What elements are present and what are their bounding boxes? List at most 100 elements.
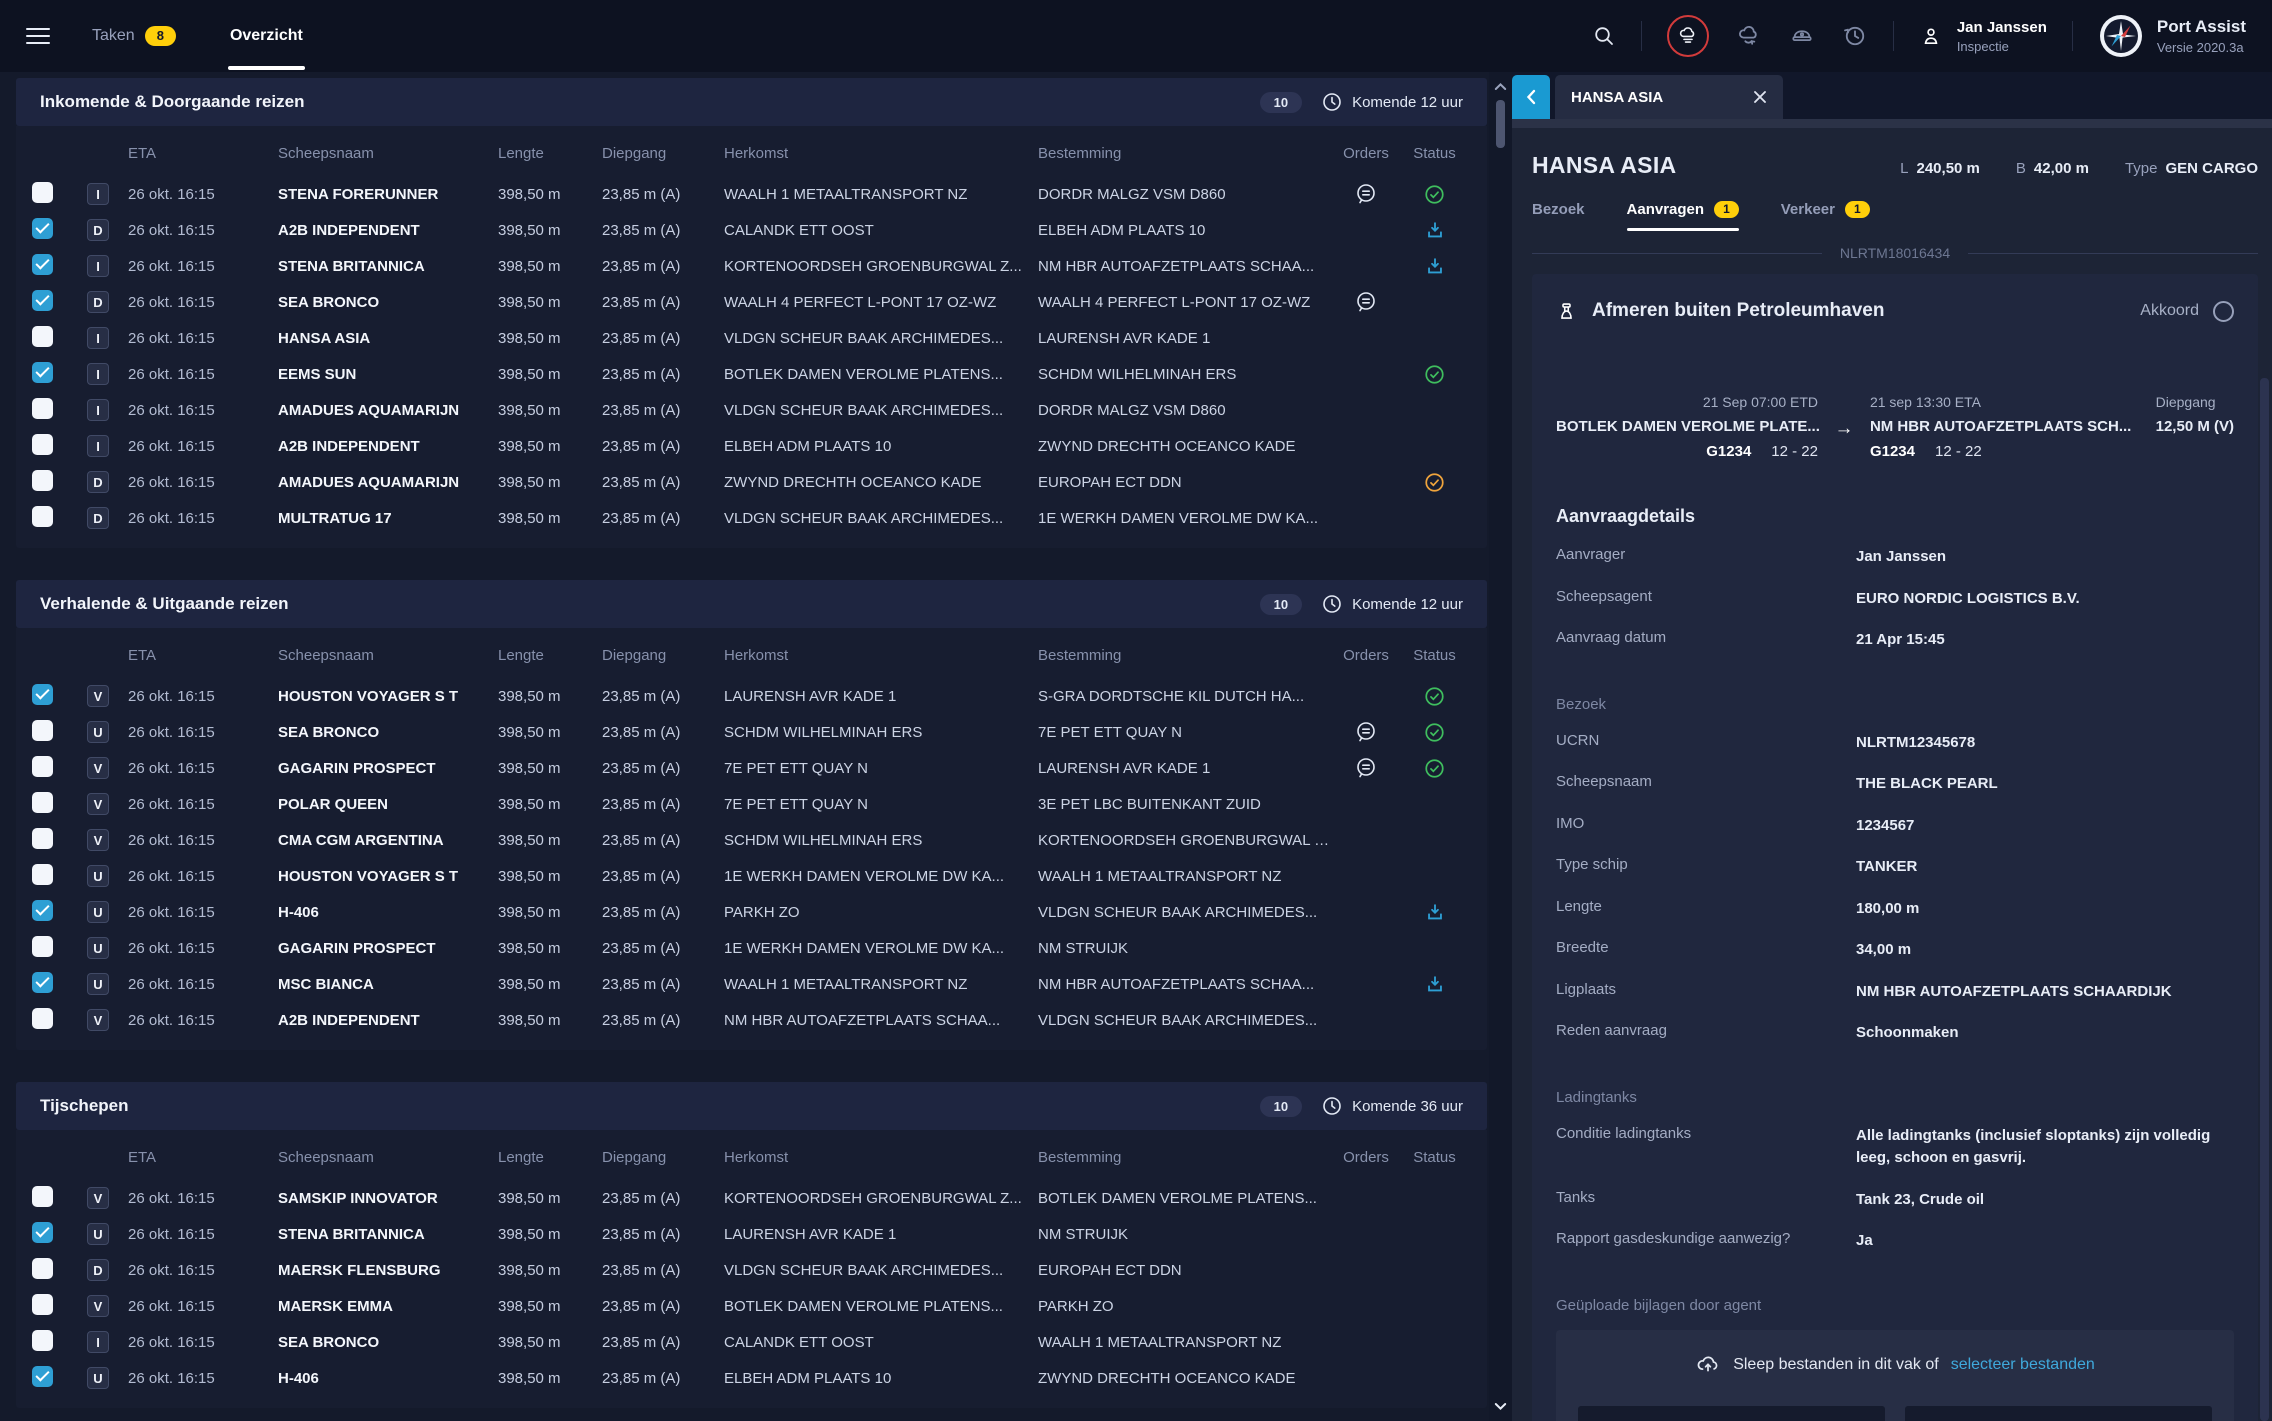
row-checkbox[interactable] bbox=[32, 217, 53, 239]
row-checkbox[interactable] bbox=[32, 827, 53, 849]
status-download-icon[interactable] bbox=[1424, 973, 1446, 995]
row-checkbox[interactable] bbox=[32, 863, 53, 885]
row-checkbox[interactable] bbox=[32, 289, 53, 311]
table-row[interactable]: V 26 okt. 16:15 POLAR QUEEN 398,50 m 23,85 m… bbox=[16, 786, 1487, 822]
select-files-link[interactable]: selecteer bestanden bbox=[1950, 1355, 2095, 1373]
row-checkbox[interactable] bbox=[32, 397, 53, 419]
arrow-right-icon: → bbox=[1834, 418, 1854, 439]
tab-taken[interactable]: Taken 8 bbox=[92, 0, 176, 72]
row-checkbox[interactable] bbox=[32, 1257, 53, 1279]
table-row[interactable]: I 26 okt. 16:15 SEA BRONCO 398,50 m 23,85 m … bbox=[16, 1324, 1487, 1360]
vertical-scrollbar[interactable] bbox=[1489, 72, 1512, 1421]
row-checkbox[interactable] bbox=[32, 1185, 53, 1207]
panel-tab-bezoek[interactable]: Bezoek bbox=[1532, 201, 1585, 231]
row-checkbox[interactable] bbox=[32, 899, 53, 921]
table-row[interactable]: V 26 okt. 16:15 HOUSTON VOYAGER S T 398,50 … bbox=[16, 678, 1487, 714]
collapse-panel-button[interactable] bbox=[1512, 75, 1550, 119]
row-checkbox[interactable] bbox=[32, 1329, 53, 1351]
file-chip[interactable]: Stuwplan_Hansa-Asia_15092020.pdf bbox=[1578, 1405, 1885, 1421]
row-checkbox[interactable] bbox=[32, 1293, 53, 1315]
status-cell bbox=[1398, 363, 1471, 386]
table-row[interactable]: D 26 okt. 16:15 A2B INDEPENDENT 398,50 m 23,… bbox=[16, 212, 1487, 248]
table-row[interactable]: I 26 okt. 16:15 A2B INDEPENDENT 398,50 m 23,… bbox=[16, 428, 1487, 464]
table-row[interactable]: D 26 okt. 16:15 MAERSK FLENSBURG 398,50 m 23… bbox=[16, 1252, 1487, 1288]
row-checkbox[interactable] bbox=[32, 1221, 53, 1243]
origin-cell: LAURENSH AVR KADE 1 bbox=[724, 687, 897, 705]
orders-chat-icon[interactable] bbox=[1354, 720, 1378, 744]
direction-badge: V bbox=[87, 1295, 109, 1317]
status-download-icon[interactable] bbox=[1424, 255, 1446, 277]
scroll-down-icon[interactable] bbox=[1489, 1402, 1512, 1411]
status-download-icon[interactable] bbox=[1424, 219, 1446, 241]
row-checkbox[interactable] bbox=[32, 791, 53, 813]
row-checkbox[interactable] bbox=[32, 1365, 53, 1387]
row-checkbox[interactable] bbox=[32, 935, 53, 957]
table-row[interactable]: V 26 okt. 16:15 MAERSK EMMA 398,50 m 23,85 m… bbox=[16, 1288, 1487, 1324]
row-checkbox[interactable] bbox=[32, 181, 53, 203]
search-icon[interactable] bbox=[1592, 24, 1616, 48]
row-checkbox[interactable] bbox=[32, 505, 53, 527]
akkoord-radio[interactable] bbox=[2213, 300, 2234, 322]
table-row[interactable]: U 26 okt. 16:15 HOUSTON VOYAGER S T 398,50 … bbox=[16, 858, 1487, 894]
table-row[interactable]: V 26 okt. 16:15 GAGARIN PROSPECT 398,50 m 23… bbox=[16, 750, 1487, 786]
table-row[interactable]: U 26 okt. 16:15 GAGARIN PROSPECT 398,50 m 23… bbox=[16, 930, 1487, 966]
row-checkbox[interactable] bbox=[32, 253, 53, 275]
table-row[interactable]: V 26 okt. 16:15 CMA CGM ARGENTINA 398,50 m 2… bbox=[16, 822, 1487, 858]
destination-cell: S-GRA DORDTSCHE KIL DUTCH HA... bbox=[1038, 687, 1305, 705]
row-checkbox[interactable] bbox=[32, 325, 53, 347]
table-row[interactable]: U 26 okt. 16:15 STENA BRITANNICA 398,50 m 23… bbox=[16, 1216, 1487, 1252]
row-checkbox[interactable] bbox=[32, 361, 53, 383]
table-row[interactable]: U 26 okt. 16:15 MSC BIANCA 398,50 m 23,85 m … bbox=[16, 966, 1487, 1002]
table-row[interactable]: I 26 okt. 16:15 EEMS SUN 398,50 m 23,85 m (A… bbox=[16, 356, 1487, 392]
row-checkbox[interactable] bbox=[32, 433, 53, 455]
orders-chat-icon[interactable] bbox=[1354, 756, 1378, 780]
fog-cloud-alert-icon[interactable] bbox=[1666, 15, 1709, 57]
history-clock-icon[interactable] bbox=[1842, 23, 1868, 49]
scrollbar-thumb[interactable] bbox=[1496, 100, 1505, 148]
table-row[interactable]: V 26 okt. 16:15 SAMSKIP INNOVATOR 398,50 m 2… bbox=[16, 1180, 1487, 1216]
row-checkbox[interactable] bbox=[32, 719, 53, 741]
row-checkbox[interactable] bbox=[32, 1007, 53, 1029]
panel-tab-verkeer[interactable]: Verkeer 1 bbox=[1781, 201, 1870, 231]
row-checkbox[interactable] bbox=[32, 755, 53, 777]
table-row[interactable]: I 26 okt. 16:15 STENA FORERUNNER 398,50 m 23… bbox=[16, 176, 1487, 212]
tab-overzicht[interactable]: Overzicht bbox=[227, 0, 305, 72]
status-download-icon[interactable] bbox=[1424, 901, 1446, 923]
table-row[interactable]: D 26 okt. 16:15 AMADUES AQUAMARIJN 398,50 m… bbox=[16, 464, 1487, 500]
orders-chat-icon[interactable] bbox=[1354, 182, 1378, 206]
close-icon[interactable] bbox=[1753, 90, 1767, 104]
table-row[interactable]: D 26 okt. 16:15 MULTRATUG 17 398,50 m 23,85 … bbox=[16, 500, 1487, 536]
file-dropzone[interactable]: Sleep bestanden in dit vak of selecteer … bbox=[1556, 1329, 2234, 1421]
row-checkbox[interactable] bbox=[32, 469, 53, 491]
details-section-title: Aanvraagdetails bbox=[1556, 506, 1696, 526]
table-row[interactable]: U 26 okt. 16:15 SEA BRONCO 398,50 m 23,85 m … bbox=[16, 714, 1487, 750]
destination-cell: ZWYND DRECHTH OCEANCO KADE bbox=[1038, 1369, 1296, 1387]
captain-hat-icon[interactable] bbox=[1789, 23, 1815, 49]
table-row[interactable]: V 26 okt. 16:15 A2B INDEPENDENT 398,50 m 23,… bbox=[16, 1002, 1487, 1038]
panel-tab-aanvragen[interactable]: Aanvragen 1 bbox=[1626, 201, 1739, 231]
user-menu[interactable]: Jan Janssen Inspectie bbox=[1919, 19, 2047, 54]
overzicht-label: Overzicht bbox=[229, 27, 303, 44]
table-row[interactable]: U 26 okt. 16:15 H-406 398,50 m 23,85 m (A) EL… bbox=[16, 1360, 1487, 1396]
table-row[interactable]: I 26 okt. 16:15 HANSA ASIA 398,50 m 23,85 m … bbox=[16, 320, 1487, 356]
panel-scrollbar-thumb[interactable] bbox=[2260, 378, 2269, 1421]
scroll-up-icon[interactable] bbox=[1489, 82, 1512, 91]
eta-cell: 26 okt. 16:15 bbox=[128, 1225, 215, 1243]
row-checkbox[interactable] bbox=[32, 683, 53, 705]
hamburger-menu-icon[interactable] bbox=[26, 27, 50, 45]
row-checkbox[interactable] bbox=[32, 971, 53, 993]
table-row[interactable]: D 26 okt. 16:15 SEA BRONCO 398,50 m 23,85 m … bbox=[16, 284, 1487, 320]
ship-tab[interactable]: HANSA ASIA bbox=[1555, 75, 1783, 119]
panel-body: HANSA ASIA L 240,50 m B 42,00 m Type GEN CA… bbox=[1512, 128, 2272, 1421]
table-row[interactable]: I 26 okt. 16:15 AMADUES AQUAMARIJN 398,50 m… bbox=[16, 392, 1487, 428]
table-row[interactable]: U 26 okt. 16:15 H-406 398,50 m 23,85 m (A) PA… bbox=[16, 894, 1487, 930]
file-chip[interactable]: Rapport-van-Bevinding_15092020.pdf bbox=[1905, 1405, 2212, 1421]
orders-chat-icon[interactable] bbox=[1354, 290, 1378, 314]
orders-cell bbox=[1334, 290, 1398, 314]
table-row[interactable]: I 26 okt. 16:15 STENA BRITANNICA 398,50 m 23… bbox=[16, 248, 1487, 284]
direction-badge: I bbox=[87, 399, 109, 421]
cloud-sync-icon[interactable] bbox=[1736, 23, 1762, 49]
direction-cell: V bbox=[78, 829, 118, 851]
tab-label: Aanvragen bbox=[1626, 201, 1705, 218]
length-cell: 398,50 m bbox=[498, 365, 561, 383]
